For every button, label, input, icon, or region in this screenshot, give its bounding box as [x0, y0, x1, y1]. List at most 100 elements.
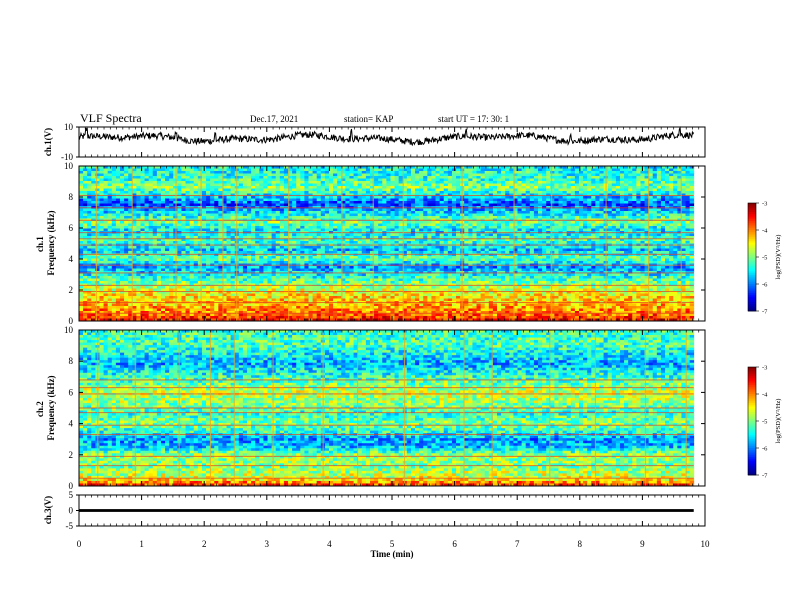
ch1-spectrogram-cell [87, 168, 92, 172]
ch1-spectrogram-cell [542, 223, 547, 227]
ch1-spectrogram-cell [542, 198, 547, 202]
ch1-spectrogram-cell [107, 223, 113, 227]
ch1-spectrogram-cell [505, 241, 510, 244]
ch1-spectrogram-cell [374, 238, 379, 242]
ch1-spectrogram-cell [497, 236, 502, 239]
ch1-spectrogram-cell [119, 246, 125, 249]
ch1-spectrogram-cell [140, 198, 145, 202]
ch1-spectrogram-cell [283, 236, 289, 239]
ch1-spectrogram-cell [292, 193, 297, 197]
ch1-spectrogram-cell [611, 198, 617, 202]
ch1-spectrogram-cell [357, 168, 363, 172]
ch1-spectrogram-cell [353, 223, 359, 227]
ch1-spectrogram-cell [132, 193, 137, 197]
ch1-spectrogram-cell [140, 211, 145, 214]
ch1-spectrogram-cell [132, 241, 137, 244]
ch1-spectrogram-cell [107, 181, 113, 184]
ch1-spectrogram-cell [185, 188, 191, 192]
ch1-spectrogram-cell [677, 241, 682, 244]
ch1-spectrogram-cell [304, 168, 309, 172]
ch1-spectrogram-cell [107, 173, 113, 177]
ch1-spectrogram-cell [386, 211, 391, 214]
ch1-spectrogram-cell [165, 181, 170, 184]
ch1-spectrogram-cell [656, 221, 662, 224]
ch1-spectrogram-cell [550, 193, 555, 197]
ch1-spectrogram-cell [431, 183, 436, 187]
ch1-spectrogram-cell [558, 221, 563, 224]
ch1-spectrogram-cell [185, 166, 191, 169]
ch1-spectrogram-cell [665, 188, 670, 192]
ch1-spectrogram-cell [538, 223, 543, 227]
ch1-spectrogram-cell [271, 216, 277, 219]
ch1-spectrogram-cell [107, 241, 113, 244]
ch1-spectrogram-cell [472, 186, 477, 189]
ch1-spectrogram-cell [87, 233, 92, 237]
ch1-spectrogram-cell [382, 226, 387, 229]
ch1-spectrogram-cell [99, 191, 104, 194]
ch1-spectrogram-cell [468, 213, 473, 217]
ch1-spectrogram-cell [238, 241, 244, 244]
ch1-spectrogram-cell [345, 168, 350, 172]
ch1-spectrogram-cell [111, 176, 117, 179]
ch1-spectrogram-cell [79, 208, 84, 212]
ch1-spectrogram-cell [456, 216, 461, 219]
ch1-spectrogram-cell [578, 211, 584, 214]
ch1-spectrogram-cell [128, 211, 133, 214]
ch1-spectrogram-cell [247, 196, 252, 199]
ch1-spectrogram-cell [238, 191, 244, 194]
ch1-spectrogram-cell [648, 233, 654, 237]
ch1-spectrogram-cell [423, 168, 428, 172]
ch1-spectrogram-cell [365, 241, 371, 244]
ch1-spectrogram-cell [472, 216, 477, 219]
ch1-spectrogram-cell [394, 193, 400, 197]
ch1-spectrogram-cell [632, 176, 637, 179]
ch1-spectrogram-cell [136, 216, 141, 219]
ch1-spectrogram-cell [583, 193, 588, 197]
ch1-spectrogram-cell [525, 171, 531, 174]
ch1-spectrogram-cell [394, 178, 400, 182]
ch1-spectrogram-cell [103, 208, 109, 212]
ch1-spectrogram-cell [369, 221, 375, 224]
ch1-spectrogram-cell [333, 246, 338, 249]
ch1-spectrogram-cell [226, 226, 232, 229]
ch1-spectrogram-cell [665, 191, 670, 194]
ch1-spectrogram-cell [206, 208, 211, 212]
ch1-spectrogram-cell [201, 196, 207, 199]
ch1-spectrogram-cell [267, 246, 273, 249]
ch1-spectrogram-cell [353, 178, 359, 182]
ch1-spectrogram-cell [410, 191, 416, 194]
ch1-spectrogram-cell [156, 208, 162, 212]
ch1-spectrogram-cell [656, 171, 662, 174]
ch1-spectrogram-cell [374, 213, 379, 217]
ch1-spectrogram-cell [165, 213, 170, 217]
ch1-spectrogram-cell [79, 223, 84, 227]
ch1-spectrogram-cell [513, 213, 518, 217]
ch1-spectrogram-cell [242, 241, 248, 244]
ch1-spectrogram-cell [402, 246, 408, 249]
ch1-spectrogram-cell [374, 191, 379, 194]
ch1-spectrogram-cell [660, 201, 666, 204]
ch1-spectrogram-cell [333, 236, 338, 239]
ch1-spectrogram-cell [505, 221, 510, 224]
ch1-spectrogram-cell [488, 181, 494, 184]
ch1-spectrogram-cell [222, 233, 227, 237]
ch1-spectrogram-cell [365, 223, 371, 227]
ch1-spectrogram-cell [181, 246, 186, 249]
ch1-spectrogram-cell [283, 246, 289, 249]
ch1-spectrogram-cell [390, 173, 395, 177]
ch1-spectrogram-cell [271, 241, 277, 244]
ch1-spectrogram-cell [156, 241, 162, 244]
ch1-spectrogram-cell [242, 193, 248, 197]
ch1-spectrogram-cell [316, 223, 322, 227]
ch1-spectrogram-cell [251, 233, 256, 237]
ch1-spectrogram-cell [279, 168, 285, 172]
ch1-spectrogram-cell [587, 211, 592, 214]
ch1-spectrogram-cell [611, 191, 617, 194]
ch1-spectrogram-cell [451, 173, 457, 177]
ch1-spectrogram-cell [665, 181, 670, 184]
ch1-spectrogram-cell [628, 196, 633, 199]
ch1-spectrogram-cell [521, 201, 527, 204]
ch1-spectrogram-cell [439, 226, 445, 229]
ch1-spectrogram-cell [128, 248, 133, 252]
ch1-spectrogram-cell [177, 186, 182, 189]
